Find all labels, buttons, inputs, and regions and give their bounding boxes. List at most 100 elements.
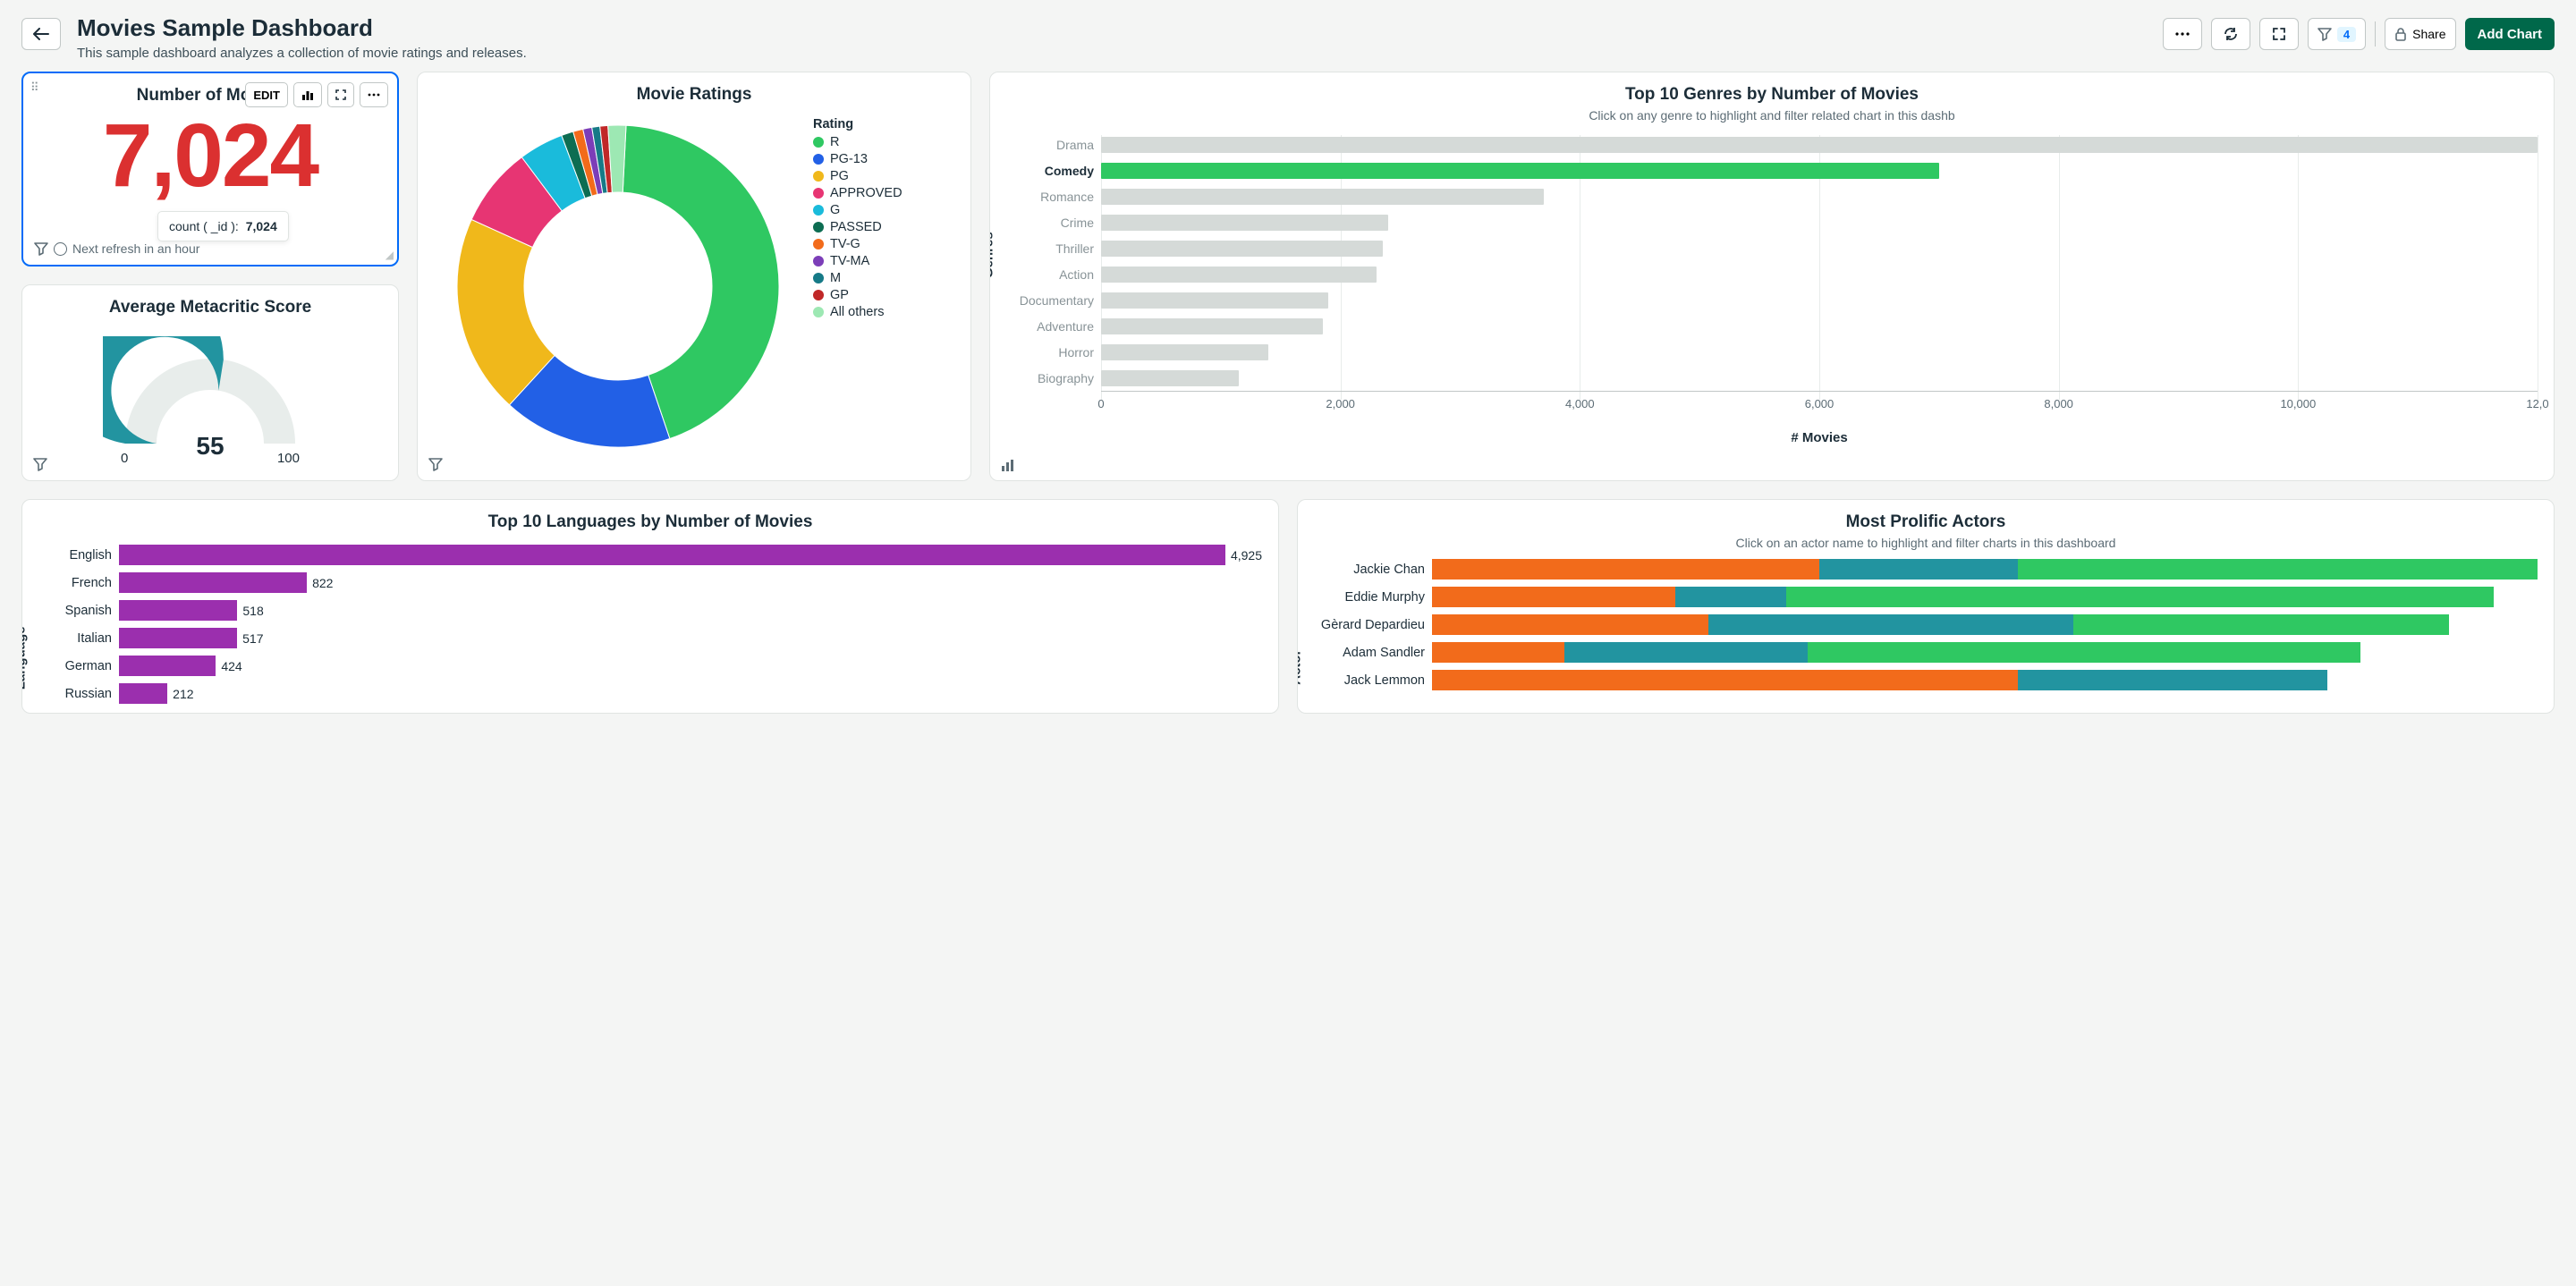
bar-track [1101, 135, 2538, 155]
bar-fill [119, 656, 216, 676]
drag-handle-icon[interactable]: ⠿ [30, 80, 40, 95]
legend-swatch [813, 188, 824, 199]
bar-row[interactable]: Thriller [1006, 235, 2538, 261]
bar-row[interactable]: Gèrard Depardieu [1314, 611, 2538, 639]
legend-item[interactable]: TV-MA [813, 254, 902, 268]
bar-value: 212 [173, 687, 193, 701]
divider [2375, 21, 2376, 47]
legend-item[interactable]: R [813, 135, 902, 149]
bar-fill [1101, 241, 1383, 257]
more-actions-button[interactable] [2163, 18, 2202, 50]
filter-count-badge: 4 [2337, 27, 2356, 42]
bar-fill [119, 572, 307, 593]
legend-item[interactable]: APPROVED [813, 186, 902, 200]
bar-chart-icon [301, 89, 314, 100]
bar-row[interactable]: Spanish518 [38, 596, 1262, 624]
bar-category: Drama [1006, 138, 1101, 152]
resize-handle-icon[interactable]: ◢ [386, 249, 394, 261]
bar-track [1432, 587, 2538, 607]
bar-track [1101, 368, 2538, 388]
add-chart-button[interactable]: Add Chart [2465, 18, 2555, 50]
bar-fill [119, 683, 167, 704]
legend-label: TV-G [830, 237, 860, 251]
card-title: Top 10 Genres by Number of Movies [1006, 85, 2538, 105]
lock-icon [2394, 27, 2407, 41]
axis-tick: 10,000 [2280, 397, 2316, 410]
bar-category: Jack Lemmon [1314, 673, 1432, 688]
bar-row[interactable]: Biography [1006, 365, 2538, 391]
bar-row[interactable]: Horror [1006, 339, 2538, 365]
card-movie-ratings[interactable]: Movie Ratings RatingRPG-13PGAPPROVEDGPAS… [417, 72, 971, 481]
bar-fill [119, 600, 237, 621]
card-top-languages[interactable]: Top 10 Languages by Number of Movies Lan… [21, 499, 1279, 714]
bar-row[interactable]: Jack Lemmon [1314, 666, 2538, 694]
bar-row[interactable]: Comedy [1006, 157, 2538, 183]
filter-button[interactable]: 4 [2308, 18, 2366, 50]
fullscreen-button[interactable] [2259, 18, 2299, 50]
bar-value: 4,925 [1231, 548, 1262, 563]
bar-segment [1432, 614, 1708, 635]
chart-type-button[interactable] [293, 82, 322, 107]
bar-value: 517 [242, 631, 263, 646]
bar-row[interactable]: Eddie Murphy [1314, 583, 2538, 611]
bar-row[interactable]: Documentary [1006, 287, 2538, 313]
legend-label: APPROVED [830, 186, 902, 200]
back-button[interactable] [21, 18, 61, 50]
legend-swatch [813, 290, 824, 300]
fullscreen-icon [2273, 28, 2285, 40]
bar-fill [1101, 370, 1239, 386]
card-top-genres[interactable]: Top 10 Genres by Number of Movies Click … [989, 72, 2555, 481]
funnel-icon[interactable] [34, 241, 48, 256]
card-subtitle: Click on an actor name to highlight and … [1314, 536, 2538, 550]
bar-track [1101, 213, 2538, 233]
bar-category: Biography [1006, 371, 1101, 385]
bar-row[interactable]: French822 [38, 569, 1262, 596]
bar-track [1101, 265, 2538, 284]
legend-swatch [813, 154, 824, 165]
card-metacritic-gauge[interactable]: Average Metacritic Score 55 0 100 [21, 284, 399, 481]
chart-more-button[interactable] [360, 82, 388, 107]
share-button[interactable]: Share [2385, 18, 2455, 50]
bar-chart-icon[interactable] [1001, 459, 1015, 471]
expand-chart-button[interactable] [327, 82, 354, 107]
bar-segment [1432, 587, 1675, 607]
bar-category: Action [1006, 267, 1101, 282]
footer-text: Next refresh in an hour [72, 241, 199, 256]
legend-item[interactable]: GP [813, 288, 902, 302]
bar-row[interactable]: German424 [38, 652, 1262, 680]
funnel-icon[interactable] [428, 457, 443, 471]
bar-value: 822 [312, 576, 333, 590]
axis-tick: 0 [1097, 397, 1104, 410]
card-number-of-movies[interactable]: ⠿ EDIT Number of Movies 7,024 count ( _i… [21, 72, 399, 267]
bar-row[interactable]: Russian212 [38, 680, 1262, 707]
bar-row[interactable]: Romance [1006, 183, 2538, 209]
bar-value: 518 [242, 604, 263, 618]
bar-row[interactable]: Adventure [1006, 313, 2538, 339]
arrow-left-icon [33, 28, 49, 40]
refresh-button[interactable] [2211, 18, 2250, 50]
tooltip: count ( _id ): 7,024 [157, 211, 289, 241]
bar-row[interactable]: Adam Sandler [1314, 639, 2538, 666]
legend-label: All others [830, 305, 884, 319]
bar-row[interactable]: Action [1006, 261, 2538, 287]
legend-item[interactable]: PG [813, 169, 902, 183]
bar-row[interactable]: Italian517 [38, 624, 1262, 652]
legend-item[interactable]: PASSED [813, 220, 902, 234]
bar-row[interactable]: Jackie Chan [1314, 555, 2538, 583]
legend-item[interactable]: M [813, 271, 902, 285]
bar-track [1432, 642, 2538, 663]
legend-item[interactable]: G [813, 203, 902, 217]
bar-row[interactable]: Crime [1006, 209, 2538, 235]
funnel-icon[interactable] [33, 457, 47, 471]
y-axis-label: Genres [989, 232, 996, 278]
bar-value: 424 [221, 659, 242, 673]
edit-chart-button[interactable]: EDIT [245, 82, 288, 107]
bar-track: 517 [119, 628, 1262, 648]
card-title: Most Prolific Actors [1314, 512, 2538, 532]
bar-row[interactable]: English4,925 [38, 541, 1262, 569]
legend-item[interactable]: All others [813, 305, 902, 319]
legend-item[interactable]: PG-13 [813, 152, 902, 166]
legend-item[interactable]: TV-G [813, 237, 902, 251]
card-prolific-actors[interactable]: Most Prolific Actors Click on an actor n… [1297, 499, 2555, 714]
bar-row[interactable]: Drama [1006, 131, 2538, 157]
